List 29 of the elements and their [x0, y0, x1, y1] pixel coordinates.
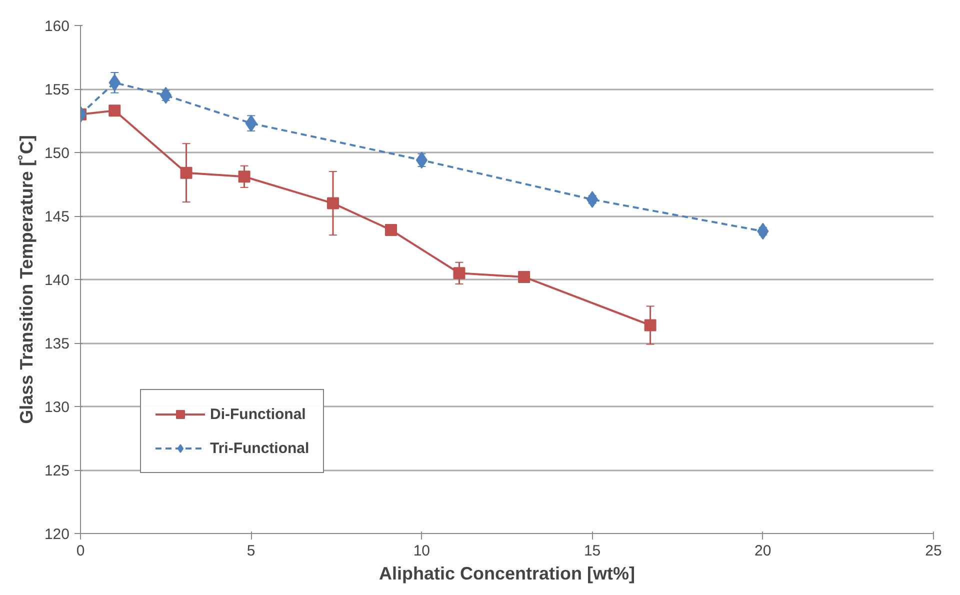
point — [160, 86, 172, 104]
x-tick-label: 25 — [925, 542, 942, 560]
x-axis-title: Aliphatic Concentration [wt%] — [379, 564, 635, 584]
y-tick-label: 140 — [44, 272, 70, 289]
x-tick-label: 0 — [76, 542, 85, 560]
point — [108, 104, 121, 117]
legend-label: Tri-Functional — [210, 440, 310, 456]
point — [586, 190, 598, 208]
point — [518, 270, 530, 283]
x-tick-label: 20 — [754, 542, 772, 560]
y-tick-label: 135 — [44, 336, 70, 352]
point — [384, 224, 397, 236]
x-tick-label: 15 — [584, 542, 601, 560]
y-tick-label: 150 — [44, 145, 70, 162]
x-tick-label: 5 — [246, 542, 256, 560]
point — [238, 170, 250, 183]
y-tick-label: 160 — [44, 18, 70, 35]
point — [453, 267, 466, 280]
y-axis-title: Glass Transition Temperature [˚C] — [16, 135, 36, 424]
y-tick-label: 130 — [44, 399, 70, 416]
x-tick-label: 10 — [413, 542, 430, 560]
point — [180, 166, 192, 179]
y-tick-label: 155 — [44, 82, 70, 98]
y-tick-label: 145 — [44, 208, 70, 226]
point — [644, 319, 656, 332]
y-tick-label: 125 — [44, 462, 70, 480]
point — [326, 197, 339, 210]
legend-label: Di-Functional — [210, 406, 306, 422]
y-tick-label: 120 — [44, 526, 70, 543]
